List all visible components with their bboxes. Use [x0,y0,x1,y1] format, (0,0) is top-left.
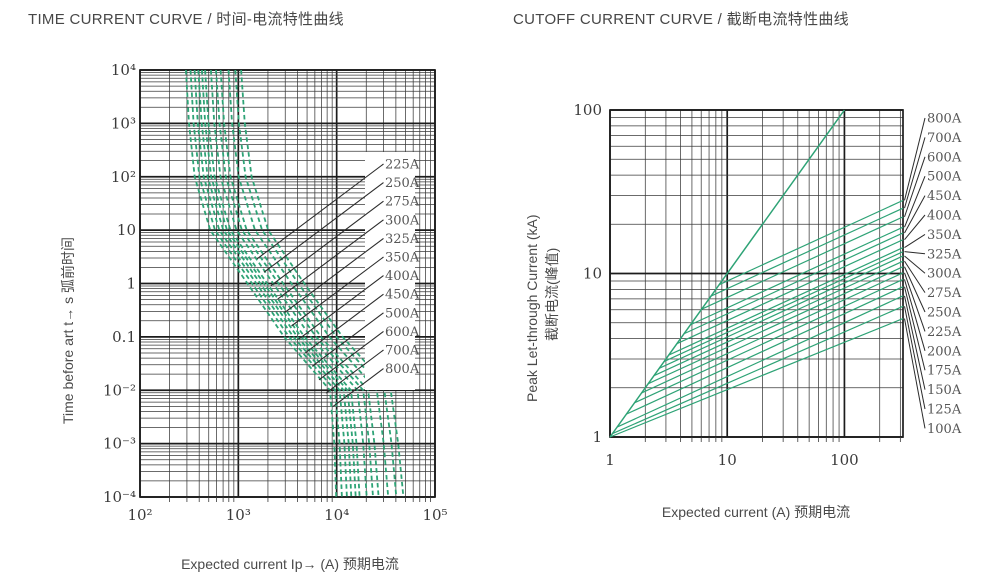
rating-label-box [365,152,415,390]
rating-label-250A: 250A [385,176,420,191]
melting-curve-450A [215,69,374,498]
right-rating-labels: 800A 700A 600A 500A 450A 400A 350A 325A 300A 275A… [904,112,962,437]
rating-label-500A: 500A [385,306,420,321]
rating-label-325A: 325A [385,232,420,247]
cutoff-label-800A: 800A [927,112,962,127]
cutoff-label-100A: 100A [927,422,962,437]
cutoff-label-325A: 325A [927,247,962,262]
cutoff-label-250A: 250A [927,306,962,321]
rating-label-275A: 275A [385,195,420,210]
cutoff-current-curve-title: CUTOFF CURRENT CURVE / 截断电流特性曲线 [513,11,849,28]
rating-label-700A: 700A [385,344,420,359]
tick-label: 10³ [226,506,251,524]
tick-label: 10 [718,451,737,469]
rating-label-300A: 300A [385,213,420,228]
cutoff-label-275A: 275A [927,286,962,301]
melting-curve-600A [227,69,390,498]
tick-label: 100 [830,451,859,469]
rating-label-800A: 800A [385,362,420,377]
tick-label: 100 [573,101,602,119]
rating-label-450A: 450A [385,288,420,303]
cutoff-label-175A: 175A [927,364,962,379]
tick-label: 1 [126,275,136,293]
cutoff-label-600A: 600A [927,150,962,165]
cutoff-label-225A: 225A [927,325,962,340]
tick-label: 10² [127,506,152,524]
cutoff-label-150A: 150A [927,383,962,398]
tick-label: 1 [592,428,602,446]
cutoff-label-300A: 300A [927,267,962,282]
tick-label: 1 [605,451,615,469]
tick-label: 10⁻⁴ [103,488,136,506]
cutoff-label-400A: 400A [927,209,962,224]
right-y-axis-label-chinese: 截断电流(峰值) [544,247,560,341]
tick-label: 10⁴ [111,61,136,79]
rating-label-400A: 400A [385,269,420,284]
melting-curve-800A [240,69,405,498]
right-x-axis-label: Expected current (A) 预期电流 [661,504,851,520]
right-cutoff-lines [609,109,904,438]
cutoff-label-450A: 450A [927,189,962,204]
tick-label: 10⁵ [422,506,447,524]
cutoff-label-350A: 350A [927,228,962,243]
cutoff-label-700A: 700A [927,131,962,146]
rating-label-600A: 600A [385,325,420,340]
right-y-axis-label-english: Peak Let-through Current (kA) [524,214,540,402]
tick-label: 10² [111,168,136,186]
tick-label: 10 [583,265,602,283]
tick-label: 10⁻³ [103,435,136,453]
melting-curve-325A [201,69,357,498]
melting-curve-225A [185,69,338,498]
melting-curve-350A [204,69,361,498]
rating-label-225A: 225A [385,158,420,173]
left-rating-labels: 225A 250A 275A 300A 325A 350A 400A 450A 500A 600A… [256,152,420,408]
time-current-curve-title: TIME CURRENT CURVE / 时间-电流特性曲线 [28,11,344,28]
cutoff-label-500A: 500A [927,170,962,185]
right-tick-labels: 100 10 11 10 100 [573,101,858,469]
melting-curve-250A [189,69,343,498]
left-y-axis-label: Time before art t→ s 弧前时间 [60,237,76,424]
melting-curve-500A [219,69,380,498]
rating-label-350A: 350A [385,251,420,266]
tick-label: 10⁻² [103,381,136,399]
tick-label: 10 [117,221,136,239]
left-x-axis-label: Expected current Ip→ (A) 预期电流 [181,556,399,572]
cutoff-label-200A: 200A [927,344,962,359]
tick-label: 10⁴ [324,506,349,524]
tick-label: 0.1 [112,328,136,346]
tick-label: 10³ [111,114,136,132]
cutoff-label-125A: 125A [927,403,962,418]
melting-curve-275A [193,69,348,498]
melting-curve-300A [197,69,353,498]
